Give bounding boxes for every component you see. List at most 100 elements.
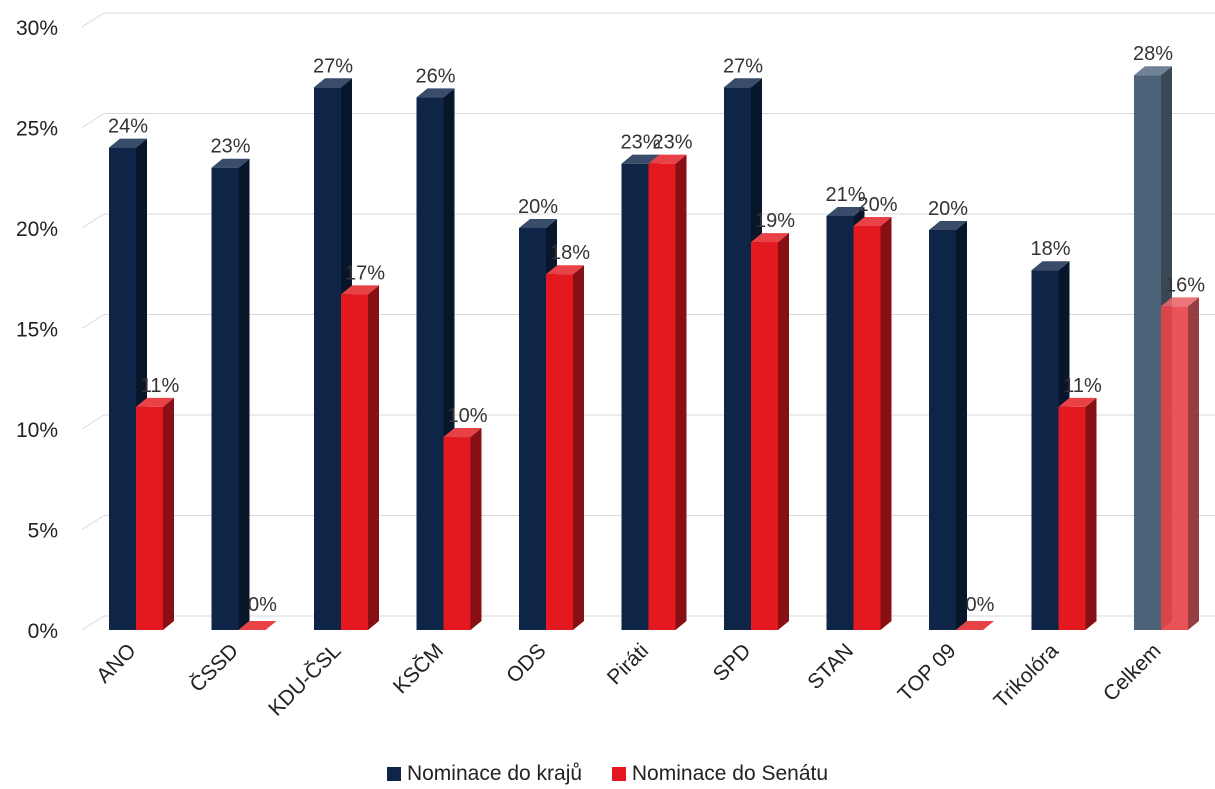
data-label: 20% bbox=[928, 198, 968, 220]
data-label: 28% bbox=[1133, 43, 1173, 65]
bar-side bbox=[1085, 397, 1097, 630]
bar bbox=[211, 167, 239, 630]
bar bbox=[341, 294, 368, 630]
gridline-diagonal bbox=[81, 414, 105, 430]
bar-side bbox=[956, 221, 967, 630]
x-tick-label: ČSSD bbox=[186, 639, 244, 697]
bar-top bbox=[109, 138, 147, 148]
bar-top bbox=[443, 428, 482, 438]
x-tick-label: TOP 09 bbox=[894, 639, 961, 706]
data-label: 11% bbox=[1063, 375, 1102, 397]
legend-item-senat: Nominace do Senátu bbox=[611, 762, 828, 786]
x-tick-label: Piráti bbox=[603, 639, 653, 689]
bar bbox=[416, 97, 444, 631]
legend-item-krajy: Nominace do krajů bbox=[386, 762, 583, 786]
bar-top bbox=[724, 78, 762, 88]
data-label: 27% bbox=[723, 55, 763, 77]
bar-top bbox=[751, 233, 789, 243]
bar bbox=[519, 228, 546, 630]
data-label: 20% bbox=[518, 196, 558, 218]
x-tick-label: ANO bbox=[92, 639, 140, 687]
bar-side bbox=[573, 265, 584, 630]
x-tick-label: Celkem bbox=[1099, 639, 1166, 706]
bar-side bbox=[163, 397, 174, 630]
x-tick-label: STAN bbox=[803, 639, 858, 694]
gridline-diagonal bbox=[81, 314, 105, 329]
bar-top bbox=[956, 621, 994, 630]
data-label: 18% bbox=[550, 242, 590, 264]
legend-swatch-krajy bbox=[386, 767, 401, 781]
bar-top bbox=[136, 397, 174, 407]
y-tick-label: 20% bbox=[16, 218, 58, 241]
y-tick-label: 0% bbox=[28, 620, 58, 643]
data-label: 10% bbox=[447, 405, 487, 427]
data-label: 20% bbox=[857, 194, 897, 216]
bar-top bbox=[853, 216, 892, 226]
y-tick-label: 25% bbox=[16, 118, 58, 141]
data-label: 23% bbox=[652, 132, 692, 154]
bar-top bbox=[648, 154, 687, 164]
bar-top bbox=[929, 221, 967, 231]
bar bbox=[751, 242, 778, 630]
bar bbox=[1058, 406, 1086, 630]
data-label: 19% bbox=[755, 210, 795, 232]
bar bbox=[826, 215, 854, 630]
bar bbox=[1134, 75, 1161, 631]
y-tick-label: 5% bbox=[28, 520, 58, 543]
bar bbox=[443, 437, 471, 630]
bar-side bbox=[1188, 297, 1199, 630]
bar-side bbox=[470, 428, 482, 630]
bar-top bbox=[621, 154, 660, 164]
x-tick-label: SPD bbox=[709, 639, 756, 686]
data-label: 27% bbox=[313, 55, 353, 77]
data-label: 0% bbox=[966, 594, 995, 616]
x-tick-label: KSČM bbox=[389, 639, 448, 698]
bar-top bbox=[1134, 66, 1172, 76]
bar-top bbox=[314, 78, 352, 88]
data-label: 18% bbox=[1030, 238, 1070, 260]
data-label: 11% bbox=[141, 375, 180, 397]
x-tick-label: ODS bbox=[502, 639, 550, 687]
bar-side bbox=[778, 233, 789, 630]
bar-side bbox=[675, 154, 687, 630]
bar-top bbox=[341, 285, 379, 295]
bar-top bbox=[238, 621, 277, 630]
bar bbox=[314, 87, 341, 631]
data-label: 26% bbox=[415, 65, 455, 87]
bar-top bbox=[1031, 261, 1070, 271]
bar-top bbox=[519, 219, 557, 228]
bar-top bbox=[546, 265, 584, 275]
bar bbox=[929, 230, 956, 630]
bar-top bbox=[416, 88, 455, 98]
bar-side bbox=[368, 285, 379, 630]
legend-swatch-senat bbox=[611, 767, 626, 781]
bar-top bbox=[211, 158, 250, 168]
gridline-diagonal bbox=[81, 515, 105, 530]
bar-top bbox=[1058, 397, 1097, 407]
bar-side bbox=[238, 158, 250, 630]
gridline-diagonal bbox=[81, 113, 105, 128]
bar-side bbox=[880, 216, 892, 631]
y-tick-label: 15% bbox=[16, 319, 58, 342]
bar bbox=[546, 274, 573, 630]
bar bbox=[621, 163, 649, 630]
y-tick-label: 30% bbox=[16, 17, 58, 40]
bar bbox=[136, 406, 163, 630]
bar bbox=[724, 87, 751, 631]
bar bbox=[648, 163, 676, 630]
gridline-diagonal bbox=[81, 615, 105, 631]
legend-label-krajy: Nominace do krajů bbox=[406, 762, 583, 785]
y-tick-label: 10% bbox=[16, 419, 58, 442]
bar bbox=[1161, 306, 1188, 630]
bar bbox=[1031, 270, 1059, 630]
chart-legend: Nominace do krajů Nominace do Senátu bbox=[0, 762, 1215, 786]
gridline-diagonal bbox=[81, 213, 105, 229]
data-label: 21% bbox=[825, 184, 865, 206]
gridline-diagonal bbox=[81, 12, 105, 28]
bar bbox=[853, 225, 881, 631]
bar-top bbox=[826, 206, 865, 216]
data-label: 23% bbox=[210, 136, 250, 158]
data-label: 23% bbox=[620, 132, 660, 154]
x-tick-label: Trikolóra bbox=[990, 639, 1064, 713]
data-label: 16% bbox=[1165, 274, 1205, 296]
